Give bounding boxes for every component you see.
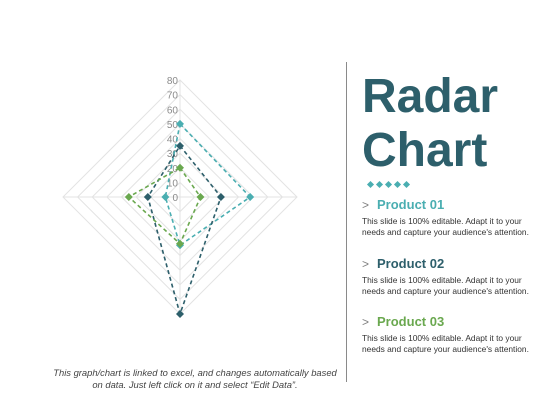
- series-2-point-1: [176, 141, 184, 150]
- tick-label-20: 20: [167, 164, 179, 175]
- title-dots-decoration: [366, 174, 413, 192]
- series-2-point-4: [143, 193, 152, 201]
- product-03-header: > Product 03: [362, 314, 542, 329]
- series-1-point-4: [161, 193, 170, 201]
- title-line-2: Chart: [362, 124, 488, 177]
- footnote: This graph/chart is linked to excel, and…: [53, 367, 337, 390]
- product-03-name: Product 03: [377, 314, 445, 329]
- dot-4: [393, 180, 402, 189]
- chevron-right-icon: >: [362, 314, 370, 329]
- title-line-1: Radar: [362, 70, 499, 123]
- series-3-point-3: [176, 239, 184, 248]
- slide-title: Radar Chart: [362, 70, 552, 178]
- series-3-point-4: [124, 193, 133, 201]
- dot-3: [384, 180, 393, 189]
- series-3-point-2: [196, 193, 205, 201]
- series-2-point-3: [176, 310, 184, 318]
- tick-label-10: 10: [167, 178, 179, 189]
- tick-label-40: 40: [167, 135, 179, 146]
- chevron-right-icon: >: [362, 256, 370, 271]
- series-3-point-1: [176, 163, 184, 172]
- tick-label-50: 50: [167, 120, 179, 131]
- product-03-description: This slide is 100% editable. Adapt it to…: [362, 333, 529, 354]
- dot-2: [375, 180, 384, 189]
- product-02-block: > Product 02 This slide is 100% editable…: [362, 256, 542, 297]
- series-line-2: [146, 144, 222, 317]
- dot-1: [366, 180, 375, 189]
- product-01-block: > Product 01 This slide is 100% editable…: [362, 197, 542, 238]
- tick-label-30: 30: [167, 149, 179, 160]
- tick-label-60: 60: [167, 105, 179, 116]
- chevron-right-icon: >: [362, 197, 370, 212]
- product-03-block: > Product 03 This slide is 100% editable…: [362, 314, 542, 355]
- product-01-name: Product 01: [377, 197, 445, 212]
- tick-label-0: 0: [172, 193, 178, 204]
- tick-label-80: 80: [167, 76, 179, 87]
- series-1-point-1: [176, 119, 184, 128]
- series-2-point-2: [216, 193, 225, 201]
- product-02-description: This slide is 100% editable. Adapt it to…: [362, 275, 529, 296]
- tick-label-70: 70: [167, 91, 179, 102]
- product-02-header: > Product 02: [362, 256, 542, 271]
- product-02-name: Product 02: [377, 256, 445, 271]
- radar-chart: 0 10 20 30 40 50 60 70 80: [62, 76, 298, 318]
- product-01-description: This slide is 100% editable. Adapt it to…: [362, 216, 529, 237]
- series-1-point-2: [246, 193, 255, 201]
- product-01-header: > Product 01: [362, 197, 542, 212]
- dot-5: [402, 180, 411, 189]
- vertical-divider: [346, 62, 347, 382]
